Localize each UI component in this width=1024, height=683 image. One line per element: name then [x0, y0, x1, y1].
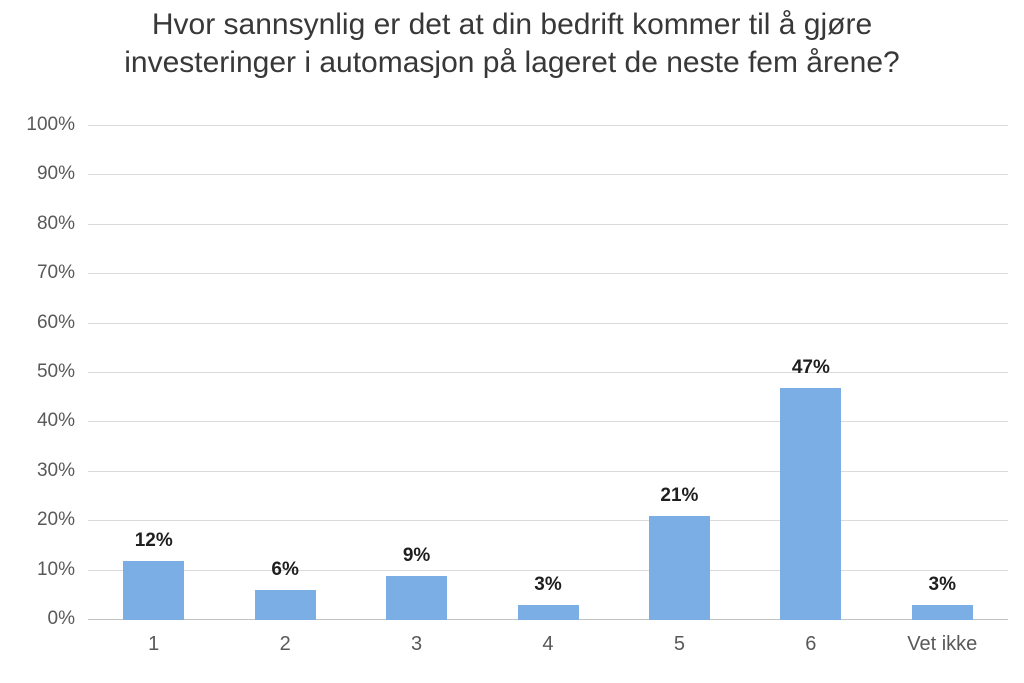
chart-title-line-2: investeringer i automasjon på lageret de… [124, 46, 900, 79]
bar-3 [386, 575, 448, 620]
gridline [88, 322, 1008, 324]
y-tick-label: 50% [36, 361, 75, 382]
bar-4 [517, 605, 579, 620]
chart-title: Hvor sannsynlig er det at din bedrift ko… [52, 6, 972, 82]
bar-value-label: 6% [271, 559, 299, 581]
gridline [88, 421, 1008, 423]
y-tick-label: 40% [36, 410, 75, 432]
x-tick-label: 2 [279, 633, 291, 655]
bar-value-label: 3% [534, 574, 562, 596]
y-tick-label: 20% [36, 509, 75, 531]
bar-value-label: 47% [791, 356, 830, 378]
bar-value-label: 3% [928, 574, 957, 596]
y-tick-label: 10% [36, 558, 75, 580]
y-tick-label: 70% [36, 262, 75, 284]
plot-area: 0% 10% 20% 30% 40% 50% 60% 70% 80% 90% 100% 12% 1 6% 2… [26, 114, 1008, 655]
y-tick-label: 90% [36, 163, 75, 185]
bar-6 [780, 387, 842, 620]
bar-value-label: 12% [134, 529, 173, 551]
chart-title-line-1: Hvor sannsynlig er det at din bedrift ko… [151, 8, 873, 41]
gridline [88, 174, 1008, 176]
y-tick-label: 80% [36, 212, 75, 234]
x-tick-label: 5 [673, 633, 685, 655]
x-tick-label: 6 [805, 633, 817, 655]
gridline [88, 520, 1008, 522]
gridline [88, 470, 1008, 472]
y-tick-label: 60% [36, 311, 75, 333]
gridline [88, 569, 1008, 571]
bar-value-label: 9% [402, 544, 431, 566]
bar-5 [648, 516, 710, 620]
y-tick-label: 100% [26, 114, 75, 135]
y-tick-label: 30% [36, 459, 75, 481]
bar-1 [123, 560, 185, 620]
gridline [88, 273, 1008, 275]
bar-vet-ikke [911, 605, 973, 620]
x-tick-label: 4 [542, 633, 554, 655]
gridline [88, 125, 1008, 126]
bar-value-label: 21% [660, 485, 699, 507]
y-tick-label: 0% [47, 608, 75, 629]
x-tick-label: 1 [148, 633, 160, 655]
gridline [88, 223, 1008, 225]
x-tick-label: Vet ikke [907, 633, 978, 655]
bar-2 [254, 590, 316, 620]
gridline [88, 372, 1008, 373]
x-tick-label: 3 [410, 633, 423, 655]
